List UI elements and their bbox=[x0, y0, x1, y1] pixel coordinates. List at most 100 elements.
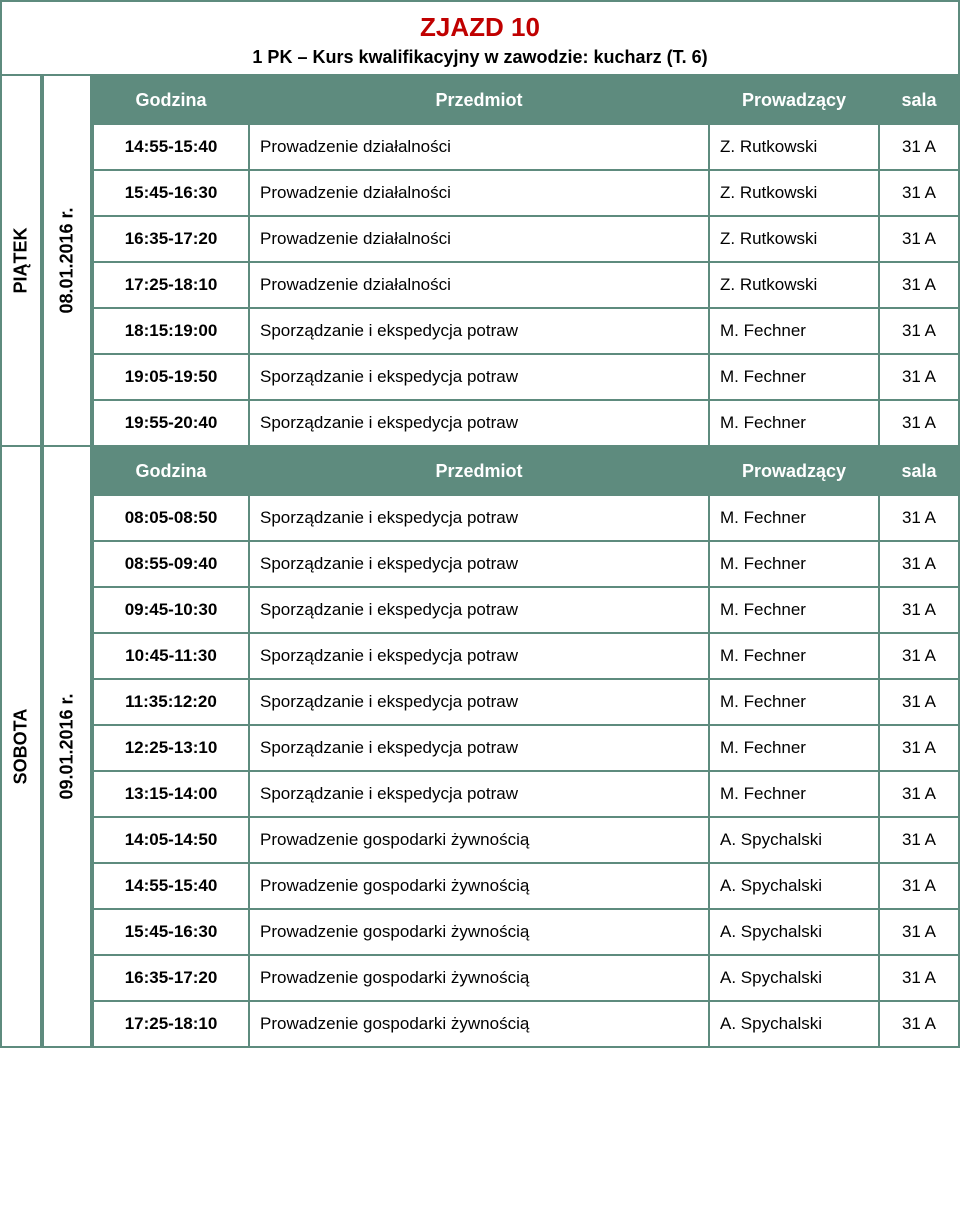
cell-room: 31 A bbox=[880, 125, 960, 171]
cell-time: 15:45-16:30 bbox=[92, 910, 250, 956]
cell-lecturer: M. Fechner bbox=[710, 542, 880, 588]
cell-lecturer: M. Fechner bbox=[710, 401, 880, 447]
table-row: 10:45-11:30Sporządzanie i ekspedycja pot… bbox=[92, 634, 960, 680]
cell-time: 17:25-18:10 bbox=[92, 1002, 250, 1048]
cell-room: 31 A bbox=[880, 864, 960, 910]
column-header-time: Godzina bbox=[92, 447, 250, 496]
date-label: 09.01.2016 r. bbox=[57, 693, 78, 799]
title-container: ZJAZD 10 1 PK – Kurs kwalifikacyjny w za… bbox=[0, 0, 960, 76]
cell-time: 14:05-14:50 bbox=[92, 818, 250, 864]
table-row: 11:35:12:20Sporządzanie i ekspedycja pot… bbox=[92, 680, 960, 726]
page-title: ZJAZD 10 bbox=[2, 12, 958, 43]
table-row: 14:05-14:50Prowadzenie gospodarki żywnoś… bbox=[92, 818, 960, 864]
table-row: 15:45-16:30Prowadzenie gospodarki żywnoś… bbox=[92, 910, 960, 956]
cell-room: 31 A bbox=[880, 496, 960, 542]
cell-room: 31 A bbox=[880, 217, 960, 263]
cell-lecturer: Z. Rutkowski bbox=[710, 125, 880, 171]
table-row: 15:45-16:30Prowadzenie działalnościZ. Ru… bbox=[92, 171, 960, 217]
cell-room: 31 A bbox=[880, 726, 960, 772]
day-label: SOBOTA bbox=[11, 709, 32, 785]
cell-time: 19:55-20:40 bbox=[92, 401, 250, 447]
cell-room: 31 A bbox=[880, 588, 960, 634]
cell-lecturer: M. Fechner bbox=[710, 680, 880, 726]
cell-lecturer: M. Fechner bbox=[710, 355, 880, 401]
page-subtitle: 1 PK – Kurs kwalifikacyjny w zawodzie: k… bbox=[2, 47, 958, 68]
table-row: 12:25-13:10Sporządzanie i ekspedycja pot… bbox=[92, 726, 960, 772]
table-row: 14:55-15:40Prowadzenie działalnościZ. Ru… bbox=[92, 125, 960, 171]
cell-time: 18:15:19:00 bbox=[92, 309, 250, 355]
cell-room: 31 A bbox=[880, 1002, 960, 1048]
cell-lecturer: M. Fechner bbox=[710, 588, 880, 634]
day-block: SOBOTA 09.01.2016 r. GodzinaPrzedmiot Prowa… bbox=[0, 447, 960, 1048]
cell-subject: Sporządzanie i ekspedycja potraw bbox=[250, 355, 710, 401]
cell-room: 31 A bbox=[880, 171, 960, 217]
table-row: 14:55-15:40Prowadzenie gospodarki żywnoś… bbox=[92, 864, 960, 910]
cell-room: 31 A bbox=[880, 401, 960, 447]
cell-time: 15:45-16:30 bbox=[92, 171, 250, 217]
column-header-lecturer: Prowadzący bbox=[710, 76, 880, 125]
date-label-column: 08.01.2016 r. bbox=[42, 76, 92, 447]
cell-time: 14:55-15:40 bbox=[92, 125, 250, 171]
cell-lecturer: Z. Rutkowski bbox=[710, 217, 880, 263]
table-header-row: GodzinaPrzedmiotProwadzącysala bbox=[92, 76, 960, 125]
date-label-column: 09.01.2016 r. bbox=[42, 447, 92, 1048]
cell-time: 11:35:12:20 bbox=[92, 680, 250, 726]
column-header-time: Godzina bbox=[92, 76, 250, 125]
cell-time: 17:25-18:10 bbox=[92, 263, 250, 309]
cell-subject: Sporządzanie i ekspedycja potraw bbox=[250, 401, 710, 447]
cell-subject: Sporządzanie i ekspedycja potraw bbox=[250, 542, 710, 588]
cell-subject: Prowadzenie działalności bbox=[250, 125, 710, 171]
cell-subject: Prowadzenie gospodarki żywnością bbox=[250, 956, 710, 1002]
day-label-column: PIĄTEK bbox=[0, 76, 42, 447]
cell-time: 16:35-17:20 bbox=[92, 217, 250, 263]
cell-time: 08:55-09:40 bbox=[92, 542, 250, 588]
cell-subject: Prowadzenie gospodarki żywnością bbox=[250, 864, 710, 910]
cell-time: 14:55-15:40 bbox=[92, 864, 250, 910]
cell-lecturer: A. Spychalski bbox=[710, 1002, 880, 1048]
cell-time: 08:05-08:50 bbox=[92, 496, 250, 542]
cell-lecturer: M. Fechner bbox=[710, 634, 880, 680]
day-block: PIĄTEK08.01.2016 r.GodzinaPrzedmiotProwa… bbox=[0, 76, 960, 447]
column-header-room: sala bbox=[880, 447, 960, 496]
day-label-column: SOBOTA bbox=[0, 447, 42, 1048]
table-row: 16:35-17:20Prowadzenie gospodarki żywnoś… bbox=[92, 956, 960, 1002]
day-label: PIĄTEK bbox=[11, 227, 32, 293]
cell-lecturer: M. Fechner bbox=[710, 309, 880, 355]
column-header-subject: Przedmiot bbox=[250, 76, 710, 125]
column-header-subject: Przedmiot bbox=[250, 447, 710, 496]
table-row: 19:05-19:50Sporządzanie i ekspedycja pot… bbox=[92, 355, 960, 401]
cell-lecturer: Z. Rutkowski bbox=[710, 263, 880, 309]
cell-subject: Sporządzanie i ekspedycja potraw bbox=[250, 772, 710, 818]
cell-room: 31 A bbox=[880, 309, 960, 355]
cell-time: 09:45-10:30 bbox=[92, 588, 250, 634]
cell-lecturer: A. Spychalski bbox=[710, 864, 880, 910]
cell-lecturer: M. Fechner bbox=[710, 496, 880, 542]
cell-room: 31 A bbox=[880, 542, 960, 588]
table-row: 18:15:19:00Sporządzanie i ekspedycja pot… bbox=[92, 309, 960, 355]
cell-subject: Sporządzanie i ekspedycja potraw bbox=[250, 588, 710, 634]
cell-subject: Sporządzanie i ekspedycja potraw bbox=[250, 726, 710, 772]
cell-room: 31 A bbox=[880, 956, 960, 1002]
schedule-container: PIĄTEK08.01.2016 r.GodzinaPrzedmiotProwa… bbox=[0, 76, 960, 1048]
cell-subject: Prowadzenie działalności bbox=[250, 171, 710, 217]
cell-lecturer: Z. Rutkowski bbox=[710, 171, 880, 217]
cell-subject: Prowadzenie gospodarki żywnością bbox=[250, 1002, 710, 1048]
cell-room: 31 A bbox=[880, 355, 960, 401]
table-row: 19:55-20:40Sporządzanie i ekspedycja pot… bbox=[92, 401, 960, 447]
cell-lecturer: A. Spychalski bbox=[710, 818, 880, 864]
cell-subject: Prowadzenie gospodarki żywnością bbox=[250, 818, 710, 864]
cell-time: 10:45-11:30 bbox=[92, 634, 250, 680]
cell-room: 31 A bbox=[880, 772, 960, 818]
cell-time: 16:35-17:20 bbox=[92, 956, 250, 1002]
cell-lecturer: M. Fechner bbox=[710, 726, 880, 772]
cell-time: 19:05-19:50 bbox=[92, 355, 250, 401]
cell-subject: Sporządzanie i ekspedycja potraw bbox=[250, 680, 710, 726]
table-row: 17:25-18:10Prowadzenie gospodarki żywnoś… bbox=[92, 1002, 960, 1048]
table-row: 16:35-17:20Prowadzenie działalnościZ. Ru… bbox=[92, 217, 960, 263]
cell-room: 31 A bbox=[880, 680, 960, 726]
cell-room: 31 A bbox=[880, 818, 960, 864]
cell-lecturer: A. Spychalski bbox=[710, 956, 880, 1002]
table-row: 08:55-09:40Sporządzanie i ekspedycja pot… bbox=[92, 542, 960, 588]
cell-subject: Sporządzanie i ekspedycja potraw bbox=[250, 496, 710, 542]
cell-room: 31 A bbox=[880, 910, 960, 956]
